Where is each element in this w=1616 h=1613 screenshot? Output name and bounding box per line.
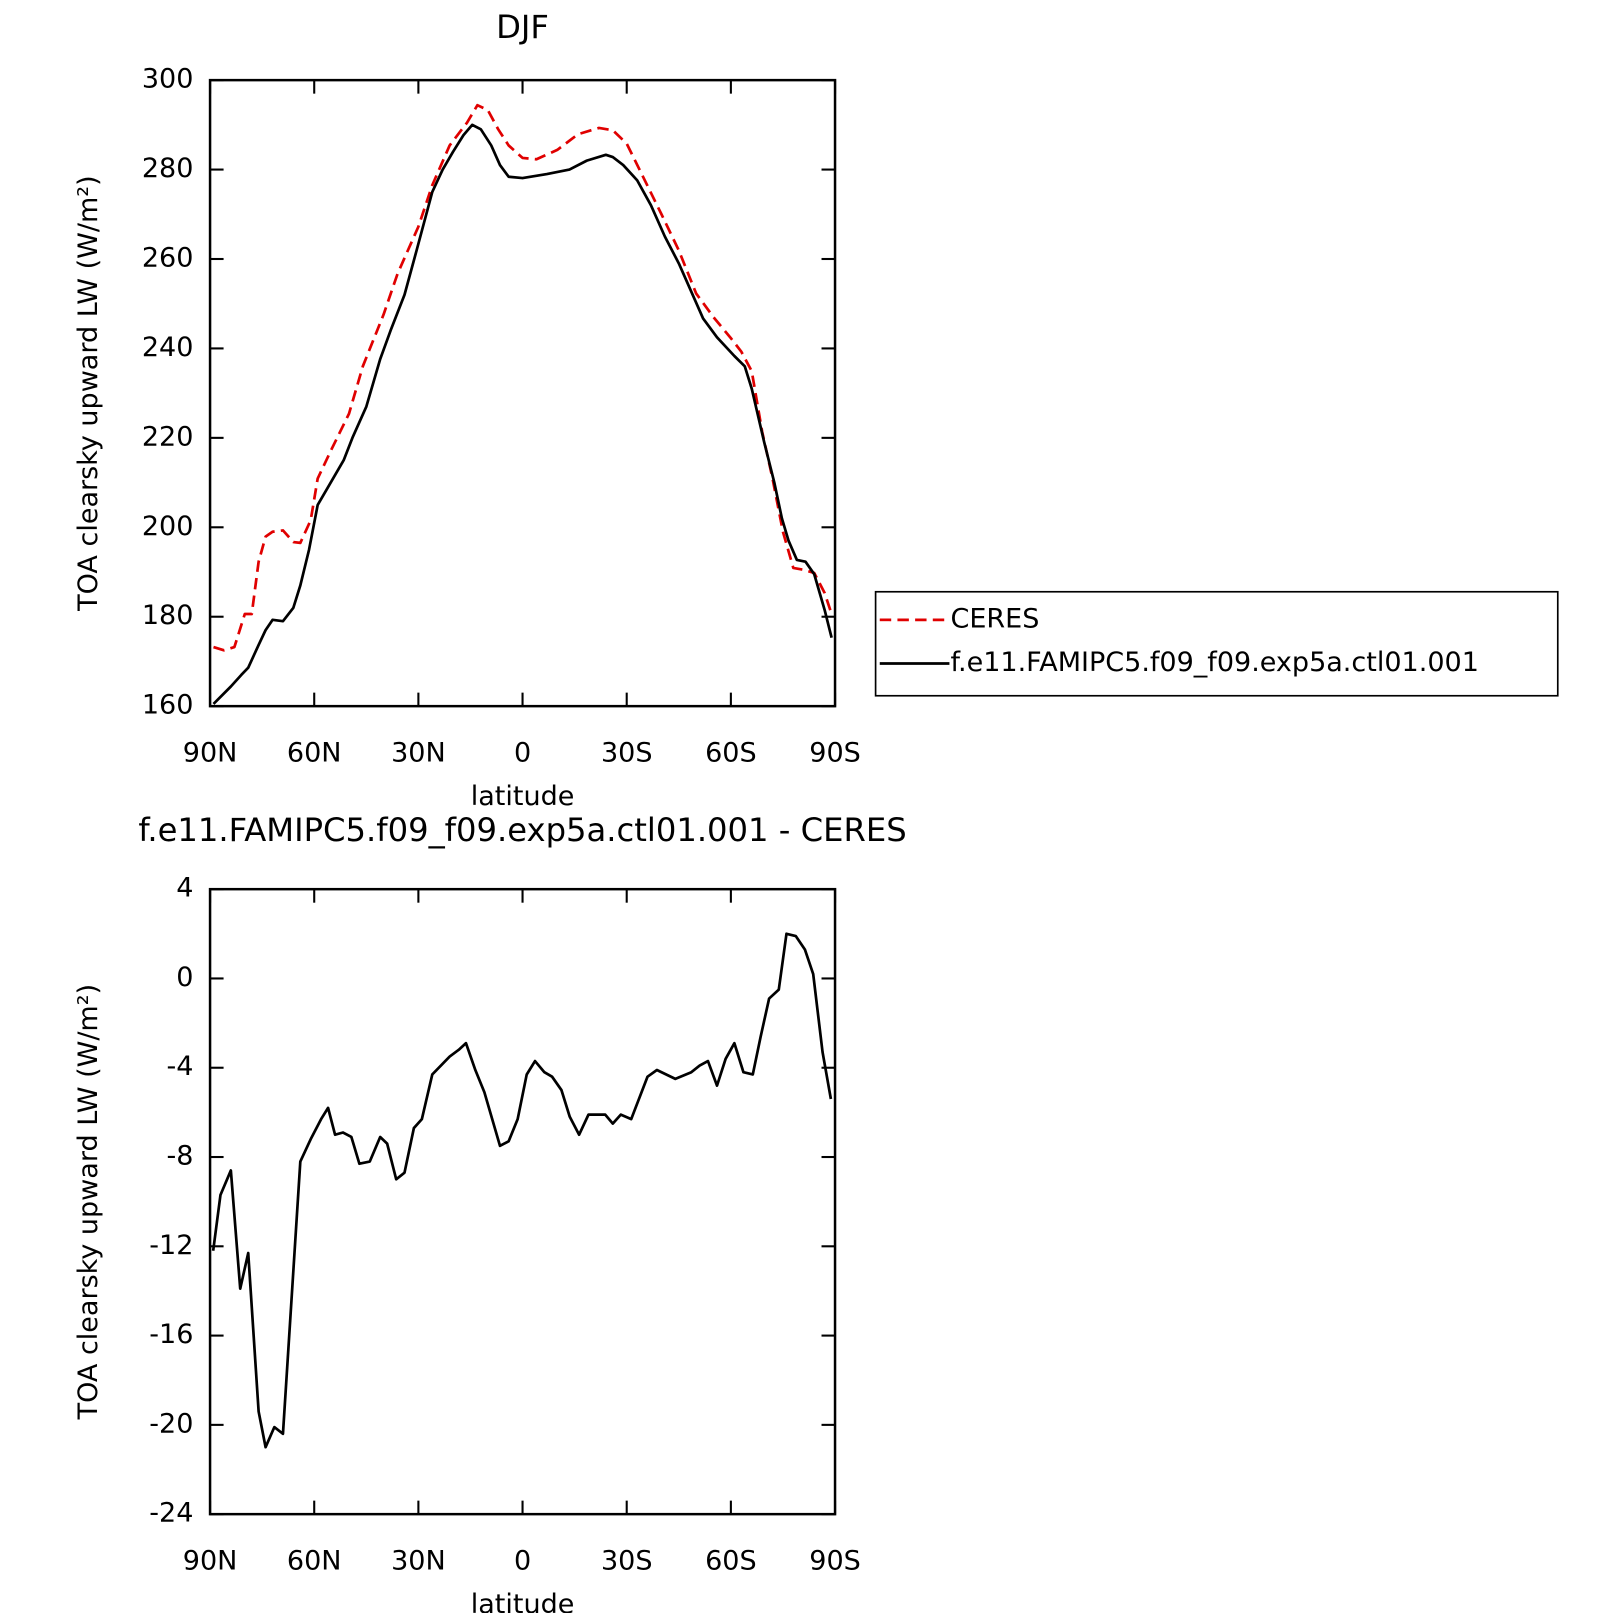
x-tick-label: 60S: [705, 737, 757, 768]
plot-frame: [208, 78, 837, 708]
x-tick-label: 90N: [183, 1545, 238, 1576]
y-tick-label: 280: [142, 153, 194, 184]
y-tick-label: -4: [166, 1051, 193, 1082]
x-tick-label: 60N: [287, 737, 342, 768]
x-tick-label: 30N: [391, 1545, 446, 1576]
x-tick-label: 60N: [287, 1545, 342, 1576]
x-tick-label: 0: [514, 737, 531, 768]
legend-box: [874, 590, 1559, 697]
y-tick-label: 300: [142, 64, 194, 95]
chart-title: f.e11.FAMIPC5.f09_f09.exp5a.ctl01.001 - …: [138, 811, 906, 849]
x-tick-label: 30S: [601, 1545, 653, 1576]
chart-title: DJF: [496, 8, 549, 46]
y-tick-label: 240: [142, 332, 194, 363]
x-tick-label: 60S: [705, 1545, 757, 1576]
data-line: [212, 123, 833, 705]
x-tick-label: 90S: [809, 737, 861, 768]
y-tick-label: -12: [149, 1230, 193, 1261]
y-tick-label: 260: [142, 242, 194, 273]
legend-label: f.e11.FAMIPC5.f09_f09.exp5a.ctl01.001: [950, 647, 1478, 678]
x-tick-label: 30S: [601, 737, 653, 768]
y-tick-label: 200: [142, 511, 194, 542]
data-line: [211, 932, 833, 1449]
y-tick-label: 220: [142, 421, 194, 452]
x-axis-label: latitude: [471, 1589, 575, 1613]
y-tick-label: -24: [149, 1498, 193, 1529]
x-tick-label: 0: [514, 1545, 531, 1576]
x-tick-label: 90N: [183, 737, 238, 768]
y-tick-label: 0: [176, 962, 193, 993]
y-tick-label: -8: [166, 1141, 193, 1172]
x-axis-label: latitude: [471, 781, 575, 812]
x-tick-label: 90S: [809, 1545, 861, 1576]
data-line: [213, 103, 833, 652]
y-tick-label: -16: [149, 1319, 193, 1350]
y-axis-label: TOA clearsky upward LW (W/m²): [73, 984, 104, 1421]
y-tick-label: 4: [176, 873, 193, 904]
y-tick-label: 180: [142, 600, 194, 631]
legend-label: CERES: [950, 603, 1039, 634]
y-tick-label: -20: [149, 1408, 193, 1439]
x-tick-label: 30N: [391, 737, 446, 768]
y-tick-label: 160: [142, 690, 194, 721]
y-axis-label: TOA clearsky upward LW (W/m²): [73, 175, 104, 612]
plot-frame: [208, 887, 837, 1516]
